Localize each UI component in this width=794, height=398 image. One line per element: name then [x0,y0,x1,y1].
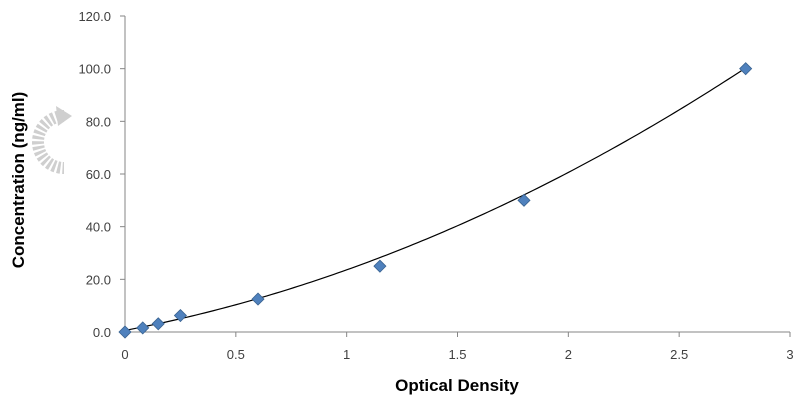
x-tick-label: 1.5 [448,347,466,362]
y-tick-label: 100.0 [78,62,111,77]
x-tick-label: 2 [565,347,572,362]
data-point [151,317,165,331]
x-tick-label: 1 [343,347,350,362]
x-axis-ticks: 0 0.5 1 1.5 2 2.5 3 [121,332,794,362]
x-tick-label: 0 [121,347,128,362]
y-tick-label: 0.0 [93,325,111,340]
data-point [739,62,753,76]
data-point [517,193,531,207]
x-tick-label: 3 [786,347,793,362]
data-point [251,292,265,306]
axes [124,16,790,333]
x-tick-label: 0.5 [227,347,245,362]
y-tick-label: 60.0 [86,167,111,182]
data-point [118,325,132,339]
y-axis-ticks: 0.0 20.0 40.0 60.0 80.0 100.0 120.0 [78,9,125,340]
data-point [136,321,150,335]
data-point [173,308,187,323]
y-axis-title: Concentration (ng/ml) [9,92,28,269]
x-tick-label: 2.5 [670,347,688,362]
data-points [118,62,753,339]
y-tick-label: 40.0 [86,220,111,235]
trendline [124,67,746,332]
circular-arrow-icon [32,106,72,174]
y-tick-label: 80.0 [86,114,111,129]
y-tick-label: 20.0 [86,272,111,287]
y-tick-label: 120.0 [78,9,111,24]
x-axis-title: Optical Density [395,376,519,395]
data-point [373,259,387,273]
